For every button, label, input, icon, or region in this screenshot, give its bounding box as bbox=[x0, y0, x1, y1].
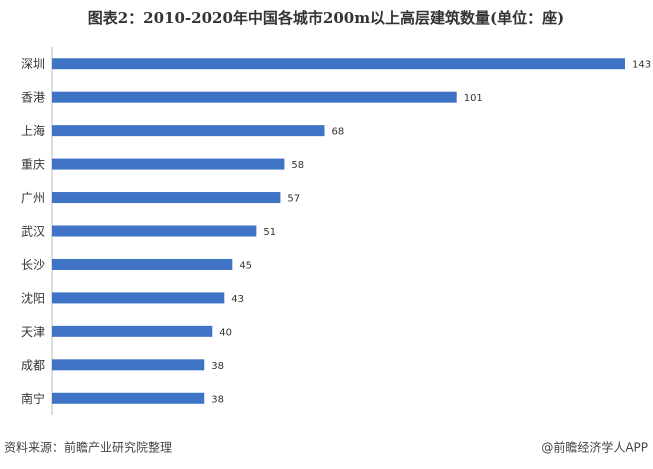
category-label: 重庆 bbox=[21, 158, 45, 172]
category-label: 长沙 bbox=[21, 258, 45, 272]
chart-title: 图表2：2010-2020年中国各城市200m以上高层建筑数量(单位：座) bbox=[88, 9, 565, 27]
value-label: 101 bbox=[464, 93, 483, 104]
value-label: 45 bbox=[239, 260, 252, 271]
value-label: 68 bbox=[331, 127, 344, 138]
category-label: 广州 bbox=[21, 191, 45, 205]
bar bbox=[52, 325, 213, 337]
bar bbox=[52, 58, 625, 70]
value-label: 40 bbox=[219, 327, 232, 338]
value-label: 57 bbox=[287, 194, 300, 205]
category-label: 天津 bbox=[21, 325, 45, 339]
bar bbox=[52, 225, 257, 237]
category-label: 成都 bbox=[21, 358, 45, 372]
category-label: 武汉 bbox=[21, 225, 45, 239]
credit: @前瞻经济学人APP bbox=[541, 440, 648, 455]
value-label: 51 bbox=[263, 227, 276, 238]
bar bbox=[52, 192, 281, 204]
bar bbox=[52, 392, 205, 404]
category-label: 上海 bbox=[21, 123, 45, 138]
bar bbox=[52, 125, 325, 137]
category-label: 南宁 bbox=[21, 391, 45, 406]
bar bbox=[52, 292, 225, 304]
value-label: 38 bbox=[211, 394, 224, 405]
category-label: 沈阳 bbox=[21, 290, 45, 305]
bar bbox=[52, 91, 457, 103]
bar bbox=[52, 158, 285, 170]
bar bbox=[52, 258, 233, 270]
value-label: 143 bbox=[632, 60, 651, 71]
bar bbox=[52, 359, 205, 371]
source-note: 资料来源：前瞻产业研究院整理 bbox=[4, 440, 172, 455]
category-label: 深圳 bbox=[21, 57, 45, 71]
value-label: 43 bbox=[231, 294, 244, 305]
value-label: 58 bbox=[291, 160, 304, 171]
category-label: 香港 bbox=[21, 91, 45, 105]
value-label: 38 bbox=[211, 361, 224, 372]
